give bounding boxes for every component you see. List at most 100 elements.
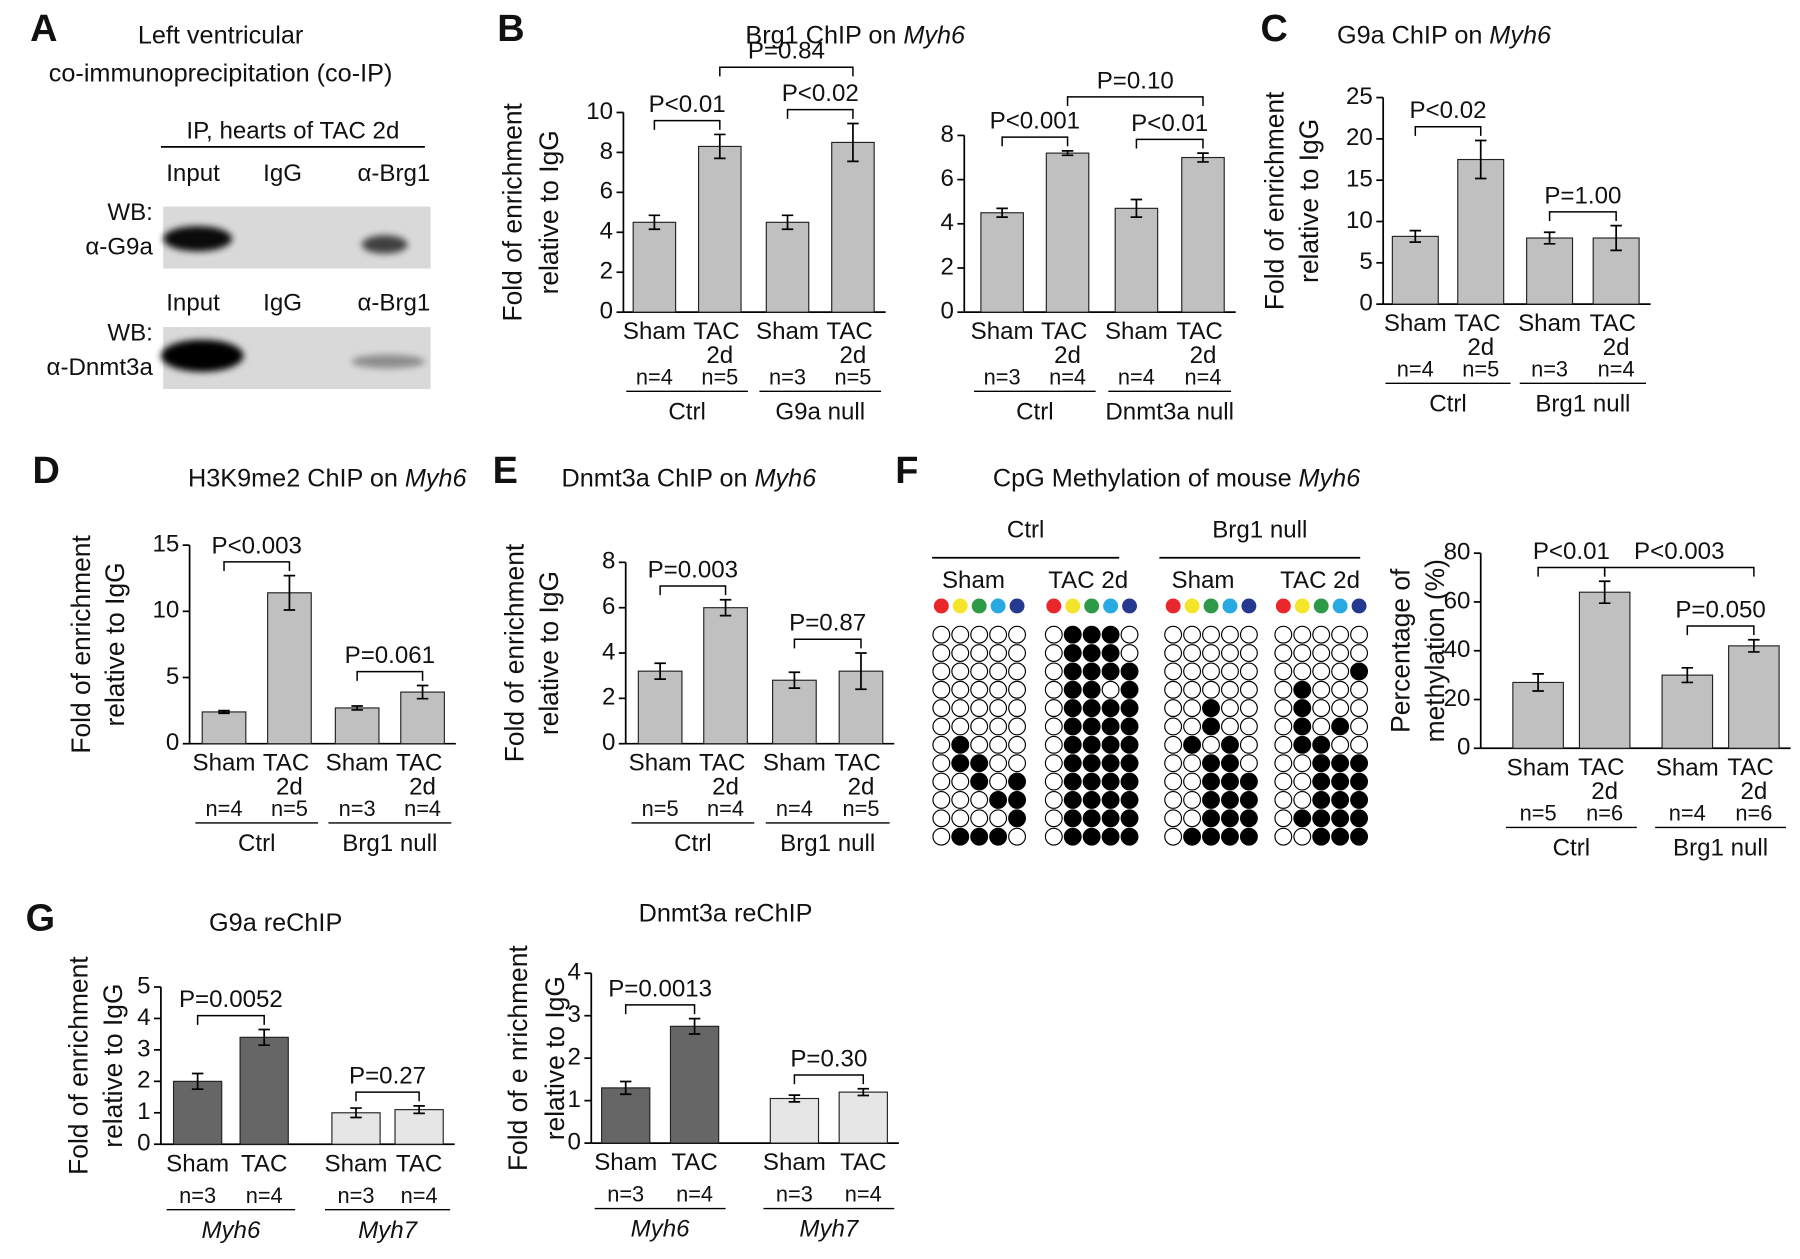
- cpg-site: [1164, 827, 1183, 846]
- n-label: n=4: [776, 796, 813, 821]
- cpg-site: [1120, 809, 1139, 828]
- group-label: Brg1 null: [1212, 517, 1307, 544]
- cpg-site: [1082, 717, 1101, 736]
- cpg-site: [1293, 644, 1312, 662]
- chart-title: H3K9me2 ChIP on Myh6: [188, 464, 468, 492]
- cpg-site: [932, 699, 951, 718]
- x-tick-label: Sham: [1518, 310, 1581, 337]
- cpg-site: [1164, 699, 1183, 718]
- group-label: Brg1 null: [780, 830, 875, 857]
- cpg-site: [1082, 680, 1101, 699]
- blot-title: co-immunoprecipitation (co-IP): [49, 59, 393, 87]
- cpg-site: [1164, 735, 1183, 754]
- cpg-site: [1331, 772, 1350, 791]
- cpg-site: [1350, 662, 1369, 681]
- cpg-site: [1221, 790, 1239, 809]
- n-label: n=4: [1669, 801, 1706, 826]
- gene-name: Myh6: [754, 464, 817, 492]
- cpg-site: [989, 809, 1008, 828]
- cpg-site: [1183, 644, 1202, 662]
- cpg-site: [932, 827, 951, 846]
- cpg-site: [1164, 790, 1183, 809]
- y-tick-label: 4: [137, 1004, 150, 1031]
- n-label: n=5: [701, 364, 738, 389]
- panel-letter: A: [30, 8, 57, 50]
- error-bar: [218, 709, 230, 715]
- x-tick-label: Sham: [594, 1149, 657, 1176]
- p-value-label: P=0.0013: [608, 975, 712, 1002]
- cpg-site: [1293, 625, 1312, 644]
- cpg-site: [1044, 735, 1063, 754]
- cpg-site: [1221, 735, 1239, 754]
- error-bar: [258, 1028, 270, 1047]
- cpg-color-dot: [952, 598, 968, 614]
- n-label: n=3: [179, 1183, 216, 1208]
- cpg-site: [1044, 699, 1063, 718]
- cpg-site: [1312, 809, 1331, 828]
- cpg-color-dot: [1009, 598, 1025, 614]
- x-tick-label: TAC 2d: [263, 750, 316, 801]
- cpg-site: [989, 735, 1008, 754]
- x-tick-label: TAC: [241, 1150, 287, 1177]
- y-tick-label: 8: [602, 548, 615, 575]
- cpg-site: [1008, 644, 1027, 662]
- cpg-color-dot: [1332, 598, 1348, 614]
- cpg-site: [1239, 662, 1258, 681]
- cpg-site: [989, 717, 1008, 736]
- p-value-label: P=0.0052: [179, 986, 283, 1013]
- label-line: TAC: [1590, 310, 1643, 337]
- y-tick-label: 4: [600, 218, 613, 245]
- cpg-site: [970, 717, 989, 736]
- bar: [201, 711, 247, 745]
- label-line: 2d: [1467, 334, 1494, 361]
- y-tick-label: 0: [941, 298, 954, 325]
- error-bar: [788, 671, 801, 690]
- cpg-site: [1331, 625, 1350, 644]
- y-tick-label: 25: [1346, 83, 1373, 110]
- y-tick-label: 0: [1457, 734, 1470, 761]
- cpg-site: [1120, 699, 1139, 718]
- label-line: 2d: [1740, 778, 1767, 805]
- y-axis-label: Fold of e nrichment: [503, 945, 533, 1171]
- cpg-site: [1331, 680, 1350, 699]
- n-label: n=6: [1735, 801, 1772, 826]
- y-tick-label: 10: [152, 597, 179, 624]
- x-tick-label: TAC: [396, 1150, 442, 1177]
- cpg-site: [1082, 699, 1101, 718]
- x-tick-label: TAC 2d: [1578, 754, 1631, 805]
- cpg-site: [1082, 772, 1101, 791]
- cpg-site: [1293, 809, 1312, 828]
- cpg-site: [1202, 717, 1220, 736]
- error-bar: [350, 1107, 362, 1119]
- bar: [1391, 235, 1439, 305]
- chart-title: G9a reChIP: [209, 909, 342, 937]
- cpg-site: [932, 680, 951, 699]
- group-label: Myh6: [201, 1217, 261, 1244]
- x-tick-label: Sham: [756, 318, 819, 345]
- y-tick-label: 4: [941, 209, 954, 236]
- label-line: 2d: [840, 342, 867, 369]
- y-tick-label: 0: [166, 729, 179, 756]
- chart-title: G9a ChIP on Myh6: [1337, 21, 1552, 49]
- cpg-color-dot: [1222, 598, 1238, 614]
- bar: [1526, 237, 1574, 305]
- cpg-site: [1164, 809, 1183, 828]
- bar: [239, 1036, 289, 1145]
- cpg-site: [951, 662, 970, 681]
- cpg-site: [1202, 790, 1220, 809]
- cpg-site: [1183, 735, 1202, 754]
- significance-bracket: [793, 1074, 865, 1085]
- n-label: n=3: [769, 364, 806, 389]
- y-tick-label: 0: [602, 729, 615, 756]
- bar: [334, 707, 380, 745]
- cpg-site: [989, 772, 1008, 791]
- cpg-site: [1350, 625, 1369, 644]
- significance-bracket: [1548, 211, 1617, 222]
- cpg-site: [1274, 644, 1293, 662]
- panel-letter: B: [497, 8, 524, 50]
- cpg-site: [1164, 644, 1183, 662]
- significance-bracket: [355, 1091, 420, 1102]
- panel-letter: E: [493, 450, 518, 492]
- cpg-site: [951, 772, 970, 791]
- cpg-site: [1221, 772, 1239, 791]
